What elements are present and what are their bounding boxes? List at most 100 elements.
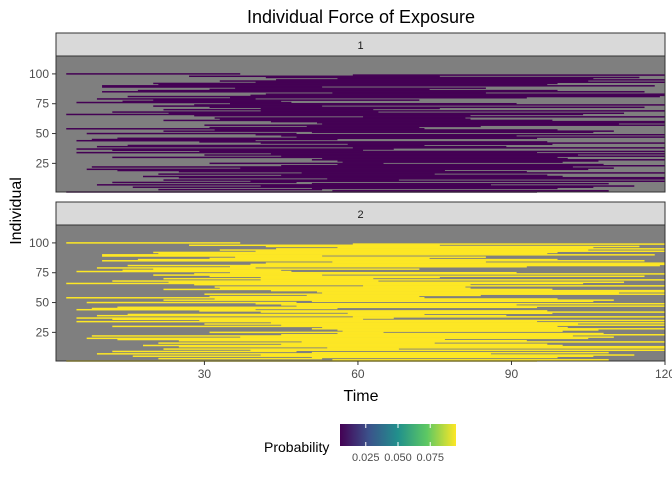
heatmap-tile-row <box>342 161 563 163</box>
heatmap-tile-row <box>337 160 599 162</box>
legend-colorbar <box>340 424 456 446</box>
heatmap-tile-row <box>204 124 666 126</box>
heatmap-tile-row <box>112 280 379 282</box>
heatmap-tile-row <box>281 324 665 326</box>
heatmap-tile-row <box>352 147 665 149</box>
heatmap-tile-row <box>337 163 604 166</box>
heatmap-tile-row <box>255 81 665 83</box>
heatmap-tile-row <box>112 350 297 353</box>
heatmap-tile-row <box>153 268 420 270</box>
heatmap-tile-row <box>96 145 507 148</box>
heatmap-tile-row <box>219 80 589 82</box>
heatmap-tile-row <box>153 251 558 254</box>
heatmap-tile-row <box>322 157 568 160</box>
heatmap-tile-row <box>76 270 292 273</box>
heatmap-tile-row <box>76 317 394 319</box>
heatmap-tile-row <box>153 105 323 107</box>
heatmap-tile-row <box>352 316 665 318</box>
heatmap-tile-row <box>158 342 435 344</box>
heatmap-tile-row <box>311 159 665 161</box>
heatmap-tile-row <box>112 149 364 151</box>
heatmap-tile-row <box>86 301 297 304</box>
heatmap-tile-row <box>91 335 573 337</box>
heatmap-tile-row <box>230 271 517 274</box>
heatmap-tile-row <box>260 354 635 356</box>
heatmap-tile-row <box>265 93 665 95</box>
heatmap-tile-row <box>276 248 665 250</box>
heatmap-tile-row <box>76 148 394 150</box>
heatmap-tile-row <box>260 276 440 279</box>
y-tick-label: 25 <box>36 156 50 170</box>
heatmap-tile-row <box>209 162 384 165</box>
heatmap-tile-row <box>332 190 609 192</box>
heatmap-tile-row <box>127 313 425 316</box>
heatmap-tile-row <box>317 122 665 124</box>
heatmap-tile-row <box>76 151 538 154</box>
heatmap-tile-row <box>153 274 323 276</box>
heatmap-tile-row <box>112 156 558 159</box>
heatmap-tile-row <box>102 86 323 88</box>
heatmap-tile-row <box>117 169 445 172</box>
heatmap-tile-row <box>276 79 665 81</box>
heatmap-tile-row <box>66 282 584 285</box>
heatmap-tile-row <box>194 273 666 275</box>
x-axis-title: Time <box>344 388 379 405</box>
heatmap-tile-row <box>230 97 527 99</box>
heatmap-tile-row <box>270 120 665 123</box>
heatmap-tile-row <box>281 135 517 137</box>
heatmap-tile-row <box>260 110 665 112</box>
heatmap-tile-row <box>66 242 241 244</box>
heatmap-tile-row <box>265 262 665 264</box>
heatmap-tile-row <box>163 119 553 122</box>
heatmap-tile-row <box>168 112 625 115</box>
heatmap-tile-row <box>270 289 665 292</box>
heatmap-tile-row <box>102 254 655 256</box>
heatmap-tile-row <box>194 104 666 106</box>
chart-title: Individual Force of Exposure <box>247 7 475 27</box>
heatmap-tile-row <box>332 261 486 263</box>
heatmap-tile-row <box>219 118 471 120</box>
heatmap-tile-row <box>301 341 665 343</box>
heatmap-tile-row <box>66 73 241 75</box>
heatmap-tile-row <box>76 320 538 323</box>
heatmap-tile-row <box>102 91 645 93</box>
heatmap-tile-row <box>322 326 568 329</box>
heatmap-tile-row <box>311 356 558 359</box>
heatmap-tile-row <box>250 94 665 97</box>
heatmap-tile-row <box>117 137 538 140</box>
heatmap-tile-row <box>214 117 466 119</box>
heatmap-tile-row <box>158 252 548 255</box>
heatmap-tile-row <box>66 113 584 116</box>
heatmap-tile-row <box>96 98 256 100</box>
heatmap-tile-row <box>102 255 323 257</box>
heatmap-tile-row <box>163 108 374 111</box>
x-tick-label: 120 <box>655 367 672 381</box>
y-tick-label: 75 <box>36 97 50 111</box>
heatmap-tile-row <box>230 266 527 268</box>
heatmap-tile-row <box>260 107 440 110</box>
heatmap-tile-row <box>270 153 665 155</box>
heatmap-tile-row <box>122 269 282 272</box>
heatmap-tile-row <box>230 102 517 105</box>
heatmap-tile-row <box>158 173 435 175</box>
heatmap-tile-row <box>153 82 558 85</box>
heatmap-tile-row <box>189 244 440 247</box>
heatmap-tile-row <box>158 357 323 360</box>
heatmap-tile-row <box>127 144 425 147</box>
heatmap-tile-row <box>76 308 256 311</box>
legend-ticks: 0.025 0.050 0.075 <box>352 424 444 464</box>
heatmap-tile-row <box>178 176 665 179</box>
heatmap-tile-row <box>132 186 594 188</box>
heatmap-tile-row <box>311 182 609 185</box>
heatmap-tile-row <box>260 279 665 281</box>
heatmap-tile-row <box>178 345 665 348</box>
heatmap-tile-row <box>301 172 665 174</box>
heatmap-tile-row <box>199 319 665 322</box>
y-tick-label: 100 <box>29 67 49 81</box>
heatmap-tile-row <box>96 314 507 317</box>
heatmap-tile-row <box>137 89 558 92</box>
facet-strip-label: 2 <box>357 209 363 221</box>
heatmap-tile-row <box>112 325 558 328</box>
y-tick-label: 50 <box>36 296 50 310</box>
heatmap-tile-row <box>281 334 665 336</box>
